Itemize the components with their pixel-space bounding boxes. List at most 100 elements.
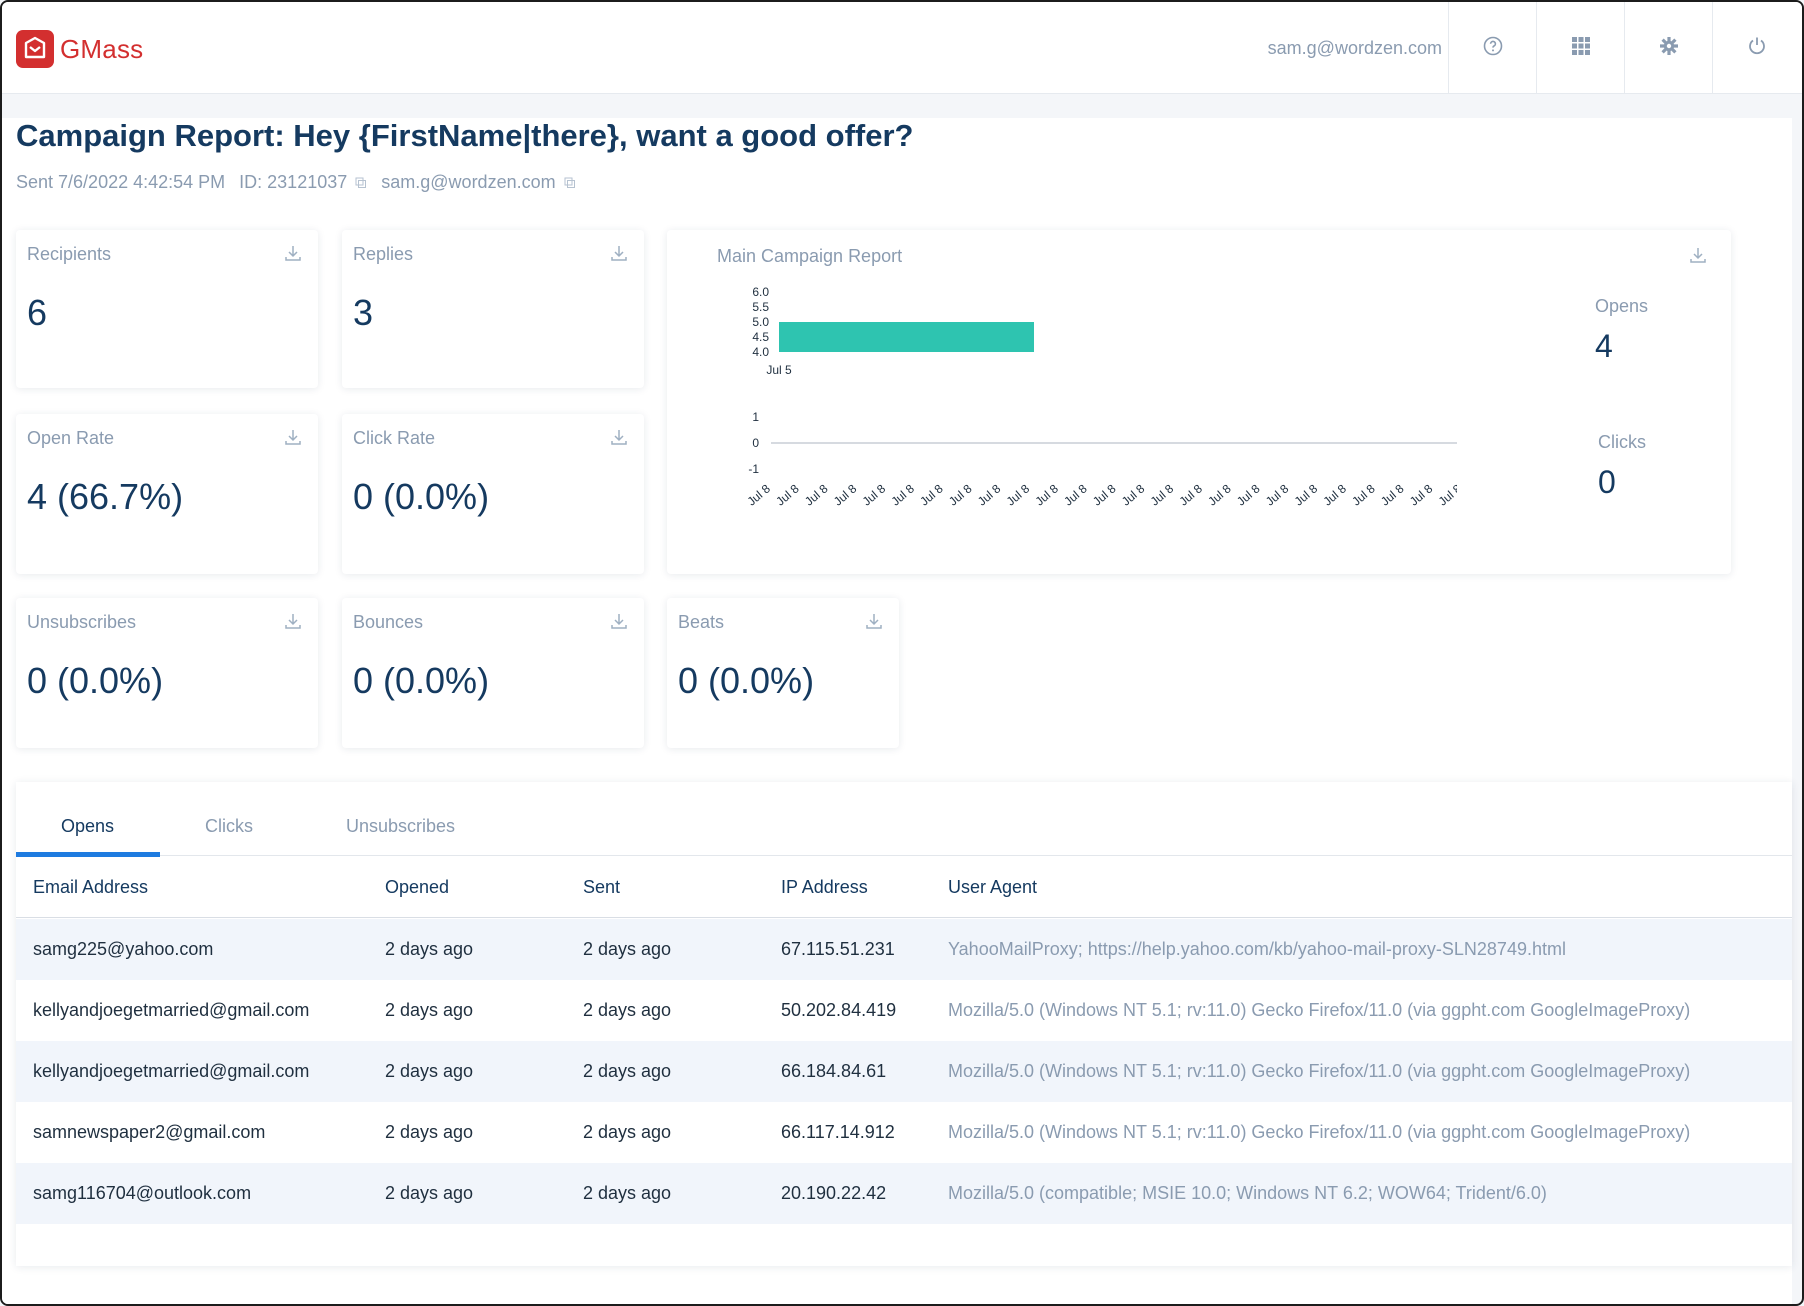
open-rate-card: Open Rate 4 (66.7%) bbox=[16, 414, 318, 574]
y-tick-label: -1 bbox=[748, 462, 759, 476]
column-header-opened[interactable]: Opened bbox=[385, 877, 450, 897]
tab-opens[interactable]: Opens bbox=[61, 816, 115, 836]
campaign-id-group: ID: 23121037 bbox=[239, 172, 367, 194]
recipients-card: Recipients 6 bbox=[16, 230, 318, 388]
card-label: Bounces bbox=[353, 612, 424, 632]
card-label: Open Rate bbox=[27, 428, 115, 448]
column-header-ip[interactable]: IP Address bbox=[781, 877, 868, 897]
sender-email: sam.g@wordzen.com bbox=[381, 172, 556, 192]
column-header-user-agent[interactable]: User Agent bbox=[948, 877, 1038, 897]
card-value: 0 (0.0%) bbox=[353, 476, 490, 517]
bar[interactable] bbox=[779, 322, 1034, 352]
chart-title: Main Campaign Report bbox=[717, 246, 903, 266]
cell-opened: 2 days ago bbox=[385, 939, 474, 959]
settings-button[interactable] bbox=[1624, 2, 1712, 94]
copy-icon[interactable] bbox=[564, 173, 576, 194]
card-label: Unsubscribes bbox=[27, 612, 137, 632]
download-icon[interactable] bbox=[284, 244, 302, 267]
power-icon bbox=[1747, 36, 1767, 61]
x-tick-label: Jul 8 bbox=[1033, 481, 1062, 508]
x-tick-label: Jul 8 bbox=[889, 481, 918, 508]
card-value: 4 (66.7%) bbox=[27, 476, 184, 517]
download-icon[interactable] bbox=[284, 428, 302, 451]
cell-ip: 66.184.84.61 bbox=[781, 1061, 887, 1081]
download-icon[interactable] bbox=[865, 612, 883, 635]
x-tick-label: Jul 8 bbox=[1205, 481, 1234, 508]
cell-user-agent: YahooMailProxy; https://help.yahoo.com/k… bbox=[948, 939, 1566, 959]
cell-sent: 2 days ago bbox=[583, 1122, 672, 1142]
gear-icon bbox=[1659, 36, 1679, 61]
cell-sent: 2 days ago bbox=[583, 939, 672, 959]
cell-email: samg116704@outlook.com bbox=[33, 1183, 252, 1203]
column-header-sent[interactable]: Sent bbox=[583, 877, 621, 897]
table-row[interactable]: kellyandjoegetmarried@gmail.com 2 days ag… bbox=[16, 1041, 1792, 1102]
table-row[interactable]: samnewspaper2@gmail.com 2 days ago 2 days … bbox=[16, 1102, 1792, 1163]
card-label: Click Rate bbox=[353, 428, 436, 448]
x-tick-label: Jul 8 bbox=[917, 481, 946, 508]
campaign-id: ID: 23121037 bbox=[239, 172, 348, 192]
cell-opened: 2 days ago bbox=[385, 1061, 474, 1081]
table-row[interactable]: kellyandjoegetmarried@gmail.com 2 days ag… bbox=[16, 980, 1792, 1041]
unsubscribes-card: Unsubscribes 0 (0.0%) bbox=[16, 598, 318, 748]
beats-card: Beats 0 (0.0%) bbox=[667, 598, 899, 748]
x-tick-label: Jul 8 bbox=[1436, 481, 1457, 508]
x-tick-label: Jul 8 bbox=[1004, 481, 1033, 508]
x-tick-label: Jul 8 bbox=[831, 481, 860, 508]
y-tick-label: 5.5 bbox=[752, 300, 769, 314]
card-value: 3 bbox=[353, 292, 374, 333]
active-tab-indicator bbox=[16, 852, 160, 857]
help-button[interactable] bbox=[1448, 2, 1536, 94]
download-icon[interactable] bbox=[1689, 246, 1707, 269]
x-tick-label: Jul 8 bbox=[1177, 481, 1206, 508]
cell-email: kellyandjoegetmarried@gmail.com bbox=[33, 1061, 310, 1081]
help-circle-icon bbox=[1483, 36, 1503, 61]
download-icon[interactable] bbox=[284, 612, 302, 635]
logout-button[interactable] bbox=[1712, 2, 1800, 94]
card-value: 0 (0.0%) bbox=[353, 660, 490, 701]
table-row[interactable]: samg225@yahoo.com 2 days ago 2 days ago 67.… bbox=[16, 919, 1792, 980]
x-tick-label: Jul 8 bbox=[1292, 481, 1321, 508]
sent-date: Sent 7/6/2022 4:42:54 PM bbox=[16, 172, 226, 192]
clicks-label: Clicks bbox=[1598, 432, 1646, 452]
table-header: Email Address Opened Sent IP Address Use… bbox=[16, 856, 1792, 918]
y-tick-label: 0 bbox=[752, 436, 759, 450]
cell-user-agent: Mozilla/5.0 (Windows NT 5.1; rv:11.0) Ge… bbox=[948, 1061, 1691, 1081]
x-tick-label: Jul 8 bbox=[745, 481, 774, 508]
sender-group: sam.g@wordzen.com bbox=[381, 172, 575, 194]
download-icon[interactable] bbox=[610, 612, 628, 635]
cell-ip: 66.117.14.912 bbox=[781, 1122, 895, 1142]
cell-sent: 2 days ago bbox=[583, 1061, 672, 1081]
cell-user-agent: Mozilla/5.0 (Windows NT 5.1; rv:11.0) Ge… bbox=[948, 1122, 1691, 1142]
x-tick-label: Jul 8 bbox=[1378, 481, 1407, 508]
gmass-logo-icon bbox=[16, 30, 54, 68]
cell-opened: 2 days ago bbox=[385, 1122, 474, 1142]
copy-icon[interactable] bbox=[355, 173, 367, 194]
cell-email: samg225@yahoo.com bbox=[33, 939, 214, 959]
x-tick-label: Jul 8 bbox=[1119, 481, 1148, 508]
main-content: Campaign Report: Hey {FirstName|there}, … bbox=[2, 118, 1792, 1304]
download-icon[interactable] bbox=[610, 428, 628, 451]
column-header-email[interactable]: Email Address bbox=[33, 877, 149, 897]
cell-opened: 2 days ago bbox=[385, 1000, 474, 1020]
download-icon[interactable] bbox=[610, 244, 628, 267]
cell-email: kellyandjoegetmarried@gmail.com bbox=[33, 1000, 310, 1020]
apps-button[interactable] bbox=[1536, 2, 1624, 94]
x-tick-label: Jul 8 bbox=[1234, 481, 1263, 508]
cell-sent: 2 days ago bbox=[583, 1183, 672, 1203]
tab-unsubscribes[interactable]: Unsubscribes bbox=[346, 816, 456, 836]
cell-opened: 2 days ago bbox=[385, 1183, 474, 1203]
x-tick-label: Jul 8 bbox=[1148, 481, 1177, 508]
logo[interactable]: GMass bbox=[16, 30, 143, 68]
table-row[interactable]: samg116704@outlook.com 2 days ago 2 days a… bbox=[16, 1163, 1792, 1224]
opens-label: Opens bbox=[1595, 296, 1649, 316]
apps-grid-icon bbox=[1571, 36, 1591, 61]
tab-clicks[interactable]: Clicks bbox=[205, 816, 253, 836]
user-email[interactable]: sam.g@wordzen.com bbox=[1267, 38, 1442, 58]
activity-tabs: Opens Clicks Unsubscribes bbox=[16, 782, 1792, 857]
replies-card: Replies 3 bbox=[342, 230, 644, 388]
y-tick-label: 1 bbox=[752, 410, 759, 424]
x-tick-label: Jul 8 bbox=[773, 481, 802, 508]
cell-email: samnewspaper2@gmail.com bbox=[33, 1122, 266, 1142]
